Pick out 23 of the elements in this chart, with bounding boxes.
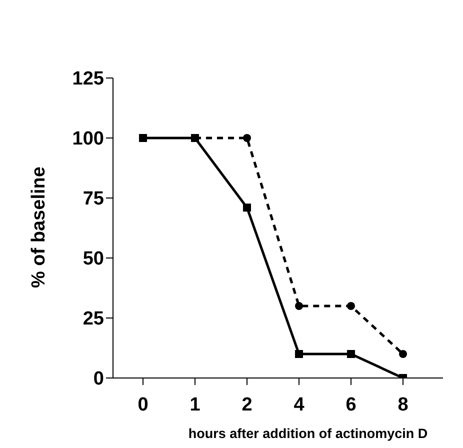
point [295, 302, 303, 310]
x-tick-label: 1 [190, 394, 201, 416]
x-tick-label: 8 [398, 394, 408, 416]
point [243, 204, 251, 212]
point [139, 134, 147, 142]
point [295, 350, 303, 358]
y-tick-label: 100 [72, 128, 104, 150]
point [191, 134, 199, 142]
y-tick-label: 0 [93, 368, 104, 390]
y-tick-label: 25 [82, 308, 104, 330]
x-tick-label: 6 [346, 394, 356, 416]
y-tick-label: 50 [82, 248, 104, 270]
x-tick-label: 2 [242, 394, 252, 416]
y-tick-label: 125 [72, 68, 104, 90]
x-tick-label: 4 [294, 394, 305, 416]
point [347, 302, 355, 310]
point [347, 350, 355, 358]
y-axis-title: % of baseline [28, 166, 50, 288]
point [399, 350, 407, 358]
x-tick-label: 0 [138, 394, 148, 416]
x-axis-title: hours after addition of actinomycin D [188, 426, 428, 441]
point [243, 134, 251, 142]
y-tick-label: 75 [82, 188, 104, 210]
